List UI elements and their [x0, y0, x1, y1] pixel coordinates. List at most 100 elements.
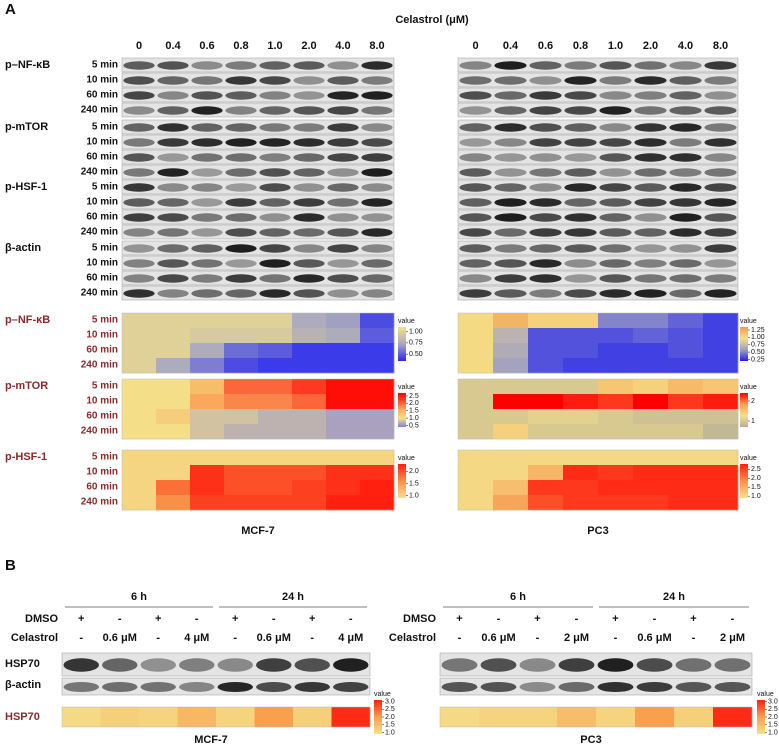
- blot-band: [157, 123, 189, 132]
- heatmap-cell: [122, 409, 157, 425]
- heatmap-cell: [156, 495, 191, 511]
- blot-band: [564, 123, 597, 132]
- concentration-label: 2.0: [643, 40, 658, 52]
- heatmap-cell: [668, 328, 704, 344]
- time-label: 60 min: [86, 152, 118, 163]
- heatmap-cell: [258, 379, 293, 395]
- colorbar-tick-label: 1.5: [409, 408, 419, 415]
- blot-band: [564, 61, 597, 70]
- heatmap-cell: [458, 480, 494, 496]
- heatmap-cell: [703, 409, 739, 425]
- dmso-sign: -: [349, 613, 353, 625]
- blot-band: [599, 274, 632, 283]
- heatmap-cell: [360, 394, 395, 410]
- blot-band: [599, 91, 632, 100]
- blot-band: [634, 259, 667, 268]
- concentration-label: 0: [136, 40, 142, 52]
- blot-band: [123, 228, 155, 237]
- heatmap-cell: [528, 480, 564, 496]
- blot-band: [191, 61, 223, 70]
- blot-band: [123, 138, 155, 147]
- blot-band: [157, 213, 189, 222]
- heatmap-cell: [360, 495, 395, 511]
- blot-band: [225, 244, 257, 253]
- dmso-sign: -: [575, 613, 579, 625]
- heatmap-cell: [493, 343, 529, 359]
- heatmap-cell: [326, 379, 361, 395]
- heatmap-cell: [292, 379, 327, 395]
- colorbar-tick-label: 2.0: [751, 475, 761, 482]
- blot-strip: [121, 164, 395, 180]
- heatmap-cell: [458, 495, 494, 511]
- blot-band: [634, 168, 667, 177]
- blot-band: [459, 153, 492, 162]
- heatmap-cell: [190, 424, 225, 440]
- blot-band: [564, 213, 597, 222]
- blot-band: [361, 153, 393, 162]
- heatmap-cell: [258, 343, 293, 359]
- time-label: 240 min: [81, 105, 118, 116]
- blot-band: [634, 123, 667, 132]
- dmso-sign: +: [456, 613, 462, 625]
- blot-band: [669, 274, 702, 283]
- heatmap-cell: [122, 450, 157, 466]
- heatmap-cell: [326, 495, 361, 511]
- colorbar: [740, 393, 748, 427]
- blot-band: [217, 658, 253, 672]
- blot-band: [669, 106, 702, 115]
- blot-band: [259, 274, 291, 283]
- celastrol-dose: 0.6 μM: [637, 632, 671, 644]
- heatmap-label: p-HSF-1: [5, 451, 47, 463]
- blot-band: [459, 91, 492, 100]
- colorbar-tick-label: 0.75: [751, 342, 765, 349]
- heatmap-cell: [190, 394, 225, 410]
- colorbar-tick-label: 1.00: [409, 328, 423, 335]
- colorbar-title: value: [398, 384, 415, 391]
- concentration-label: 0.8: [233, 40, 248, 52]
- heatmap-cell: [190, 328, 225, 344]
- blot-band: [634, 91, 667, 100]
- time-label: 6 h: [131, 591, 147, 603]
- heatmap-cell: [633, 379, 669, 395]
- blot-band: [599, 213, 632, 222]
- blot-band: [599, 61, 632, 70]
- heatmap-cell: [528, 394, 564, 410]
- heatmap-cell: [292, 424, 327, 440]
- blot-band: [327, 289, 359, 298]
- heatmap-cell: [668, 313, 704, 329]
- blot-band: [704, 76, 737, 85]
- treatment-label: Celastrol (μM): [395, 14, 469, 26]
- colorbar: [398, 464, 406, 498]
- blot-band: [529, 106, 562, 115]
- heatmap-cell: [528, 343, 564, 359]
- blot-band: [191, 153, 223, 162]
- heatmap-cell: [563, 358, 599, 374]
- heatmap-cell: [518, 707, 558, 727]
- blot-band: [494, 138, 527, 147]
- blot-label: β-actin: [5, 679, 41, 691]
- blot-band: [191, 198, 223, 207]
- blot-band: [494, 274, 527, 283]
- heatmap-frame: [61, 706, 371, 728]
- blot-band: [529, 153, 562, 162]
- heatmap-cell: [326, 394, 361, 410]
- blot-band: [634, 183, 667, 192]
- blot-band: [669, 153, 702, 162]
- time-label: 240 min: [81, 497, 118, 508]
- concentration-label: 0.4: [503, 40, 519, 52]
- blot-band: [558, 681, 595, 693]
- heatmap-cell: [258, 424, 293, 440]
- heatmap-cell: [122, 328, 157, 344]
- heatmap-cell: [668, 379, 704, 395]
- row-label: Celastrol: [11, 632, 58, 644]
- blot-band: [157, 259, 189, 268]
- blot-band: [636, 658, 673, 672]
- dmso-sign: -: [497, 613, 501, 625]
- celastrol-dose: 0.6 μM: [257, 632, 291, 644]
- blot-band: [529, 213, 562, 222]
- blot-band: [564, 244, 597, 253]
- concentration-label: 1.0: [267, 40, 282, 52]
- heatmap-cell: [458, 313, 494, 329]
- blot-band: [361, 228, 393, 237]
- concentration-label: 0.6: [199, 40, 214, 52]
